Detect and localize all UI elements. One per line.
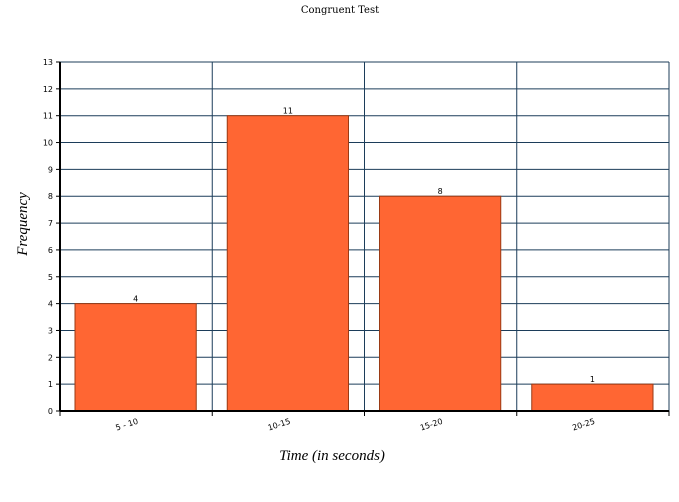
y-tick-label: 13 bbox=[43, 58, 53, 67]
x-tick-labels: 5 - 10 10-15 15-20 20-25 bbox=[114, 417, 596, 433]
y-tick-label: 2 bbox=[48, 353, 53, 362]
y-tick-label: 7 bbox=[48, 219, 53, 228]
y-tick-label: 10 bbox=[43, 139, 53, 148]
data-label: 11 bbox=[283, 107, 293, 116]
x-tick-label: 15-20 bbox=[419, 417, 444, 433]
y-tick-label: 4 bbox=[48, 300, 53, 309]
data-labels: 4 11 8 1 bbox=[133, 107, 595, 384]
chart-title: Congruent Test bbox=[301, 5, 379, 16]
bar bbox=[379, 195, 502, 412]
data-label: 8 bbox=[438, 187, 443, 196]
y-tick-label: 8 bbox=[48, 192, 53, 201]
x-tick-label: 5 - 10 bbox=[114, 417, 139, 433]
data-label: 1 bbox=[590, 375, 595, 384]
data-label: 4 bbox=[133, 295, 138, 304]
y-tick-label: 12 bbox=[43, 85, 53, 94]
y-tick-label: 11 bbox=[43, 112, 53, 121]
axes bbox=[56, 61, 670, 416]
y-tick-label: 5 bbox=[48, 273, 53, 282]
bars bbox=[74, 115, 654, 412]
y-tick-label: 9 bbox=[48, 165, 53, 174]
bar bbox=[531, 383, 654, 412]
y-axis-title: Frequency bbox=[15, 192, 31, 257]
y-tick-label: 3 bbox=[48, 326, 53, 335]
y-tick-label: 6 bbox=[48, 246, 53, 255]
x-tick-label: 10-15 bbox=[267, 417, 292, 433]
bar bbox=[226, 115, 349, 412]
bar bbox=[74, 303, 197, 412]
y-tick-label: 1 bbox=[48, 380, 53, 389]
grid-lines bbox=[60, 61, 670, 411]
x-axis-title: Time (in seconds) bbox=[279, 448, 385, 464]
y-tick-label: 0 bbox=[48, 407, 53, 416]
x-tick-label: 20-25 bbox=[571, 417, 596, 433]
